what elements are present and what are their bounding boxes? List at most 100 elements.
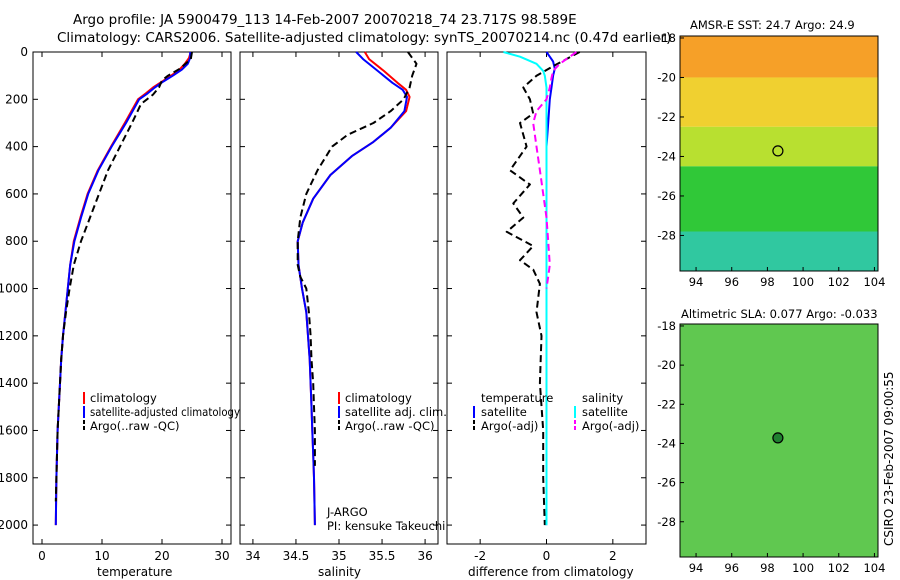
map-x-tick-label: 98 bbox=[760, 275, 775, 289]
sst-map-ticks: 94 96 98 100 102 104 -18 -20 -22 -24 -26 -28 bbox=[657, 31, 885, 289]
y-tick-label: 1600 bbox=[0, 423, 28, 437]
y-tick-label: 600 bbox=[5, 187, 28, 201]
difference-xlabel: difference from climatology bbox=[468, 565, 634, 579]
x-tick-label: 30 bbox=[214, 549, 229, 563]
map-x-tick-label: 102 bbox=[828, 275, 850, 289]
map-y-tick-label: -28 bbox=[657, 515, 676, 529]
x-tick-label: 35.5 bbox=[369, 549, 396, 563]
map-y-tick-label: -24 bbox=[657, 436, 676, 450]
temperature-series bbox=[54, 51, 193, 526]
map-y-tick-label: -26 bbox=[657, 476, 676, 490]
legend-satellite-adj: satellite adj. clim. bbox=[345, 405, 447, 419]
y-tick-label: 200 bbox=[5, 92, 28, 106]
temperature-axes-frame bbox=[32, 51, 232, 545]
map-x-tick-label: 96 bbox=[724, 275, 739, 289]
series-argo-raw-qc bbox=[54, 51, 193, 502]
map-color-band bbox=[680, 166, 878, 232]
sst-argo-location-marker bbox=[772, 145, 784, 157]
legend-argo: Argo(..raw -QC) bbox=[345, 419, 435, 433]
sst-map-title: AMSR-E SST: 24.7 Argo: 24.9 bbox=[690, 18, 855, 32]
annotation-j-argo: J-ARGO bbox=[326, 505, 368, 519]
temperature-xlabel: temperature bbox=[97, 565, 172, 579]
map-y-tick-label: -20 bbox=[657, 358, 676, 372]
map-x-tick-label: 100 bbox=[792, 275, 814, 289]
salinity-axes-frame bbox=[239, 51, 439, 545]
series-temperature-argo-adj bbox=[505, 51, 581, 526]
map-y-tick-label: -26 bbox=[657, 189, 676, 203]
y-tick-label: 1800 bbox=[0, 471, 28, 485]
difference-legend: temperature satellite Argo(-adj) salinit… bbox=[473, 391, 639, 433]
salinity-ticks: 34 34.5 35 35.5 36 bbox=[240, 51, 438, 563]
legend-satellite-adjusted: satellite-adjusted climatology bbox=[90, 405, 240, 419]
series-salinity-argo-adj bbox=[532, 51, 577, 289]
y-tick-label: 400 bbox=[5, 140, 28, 154]
x-tick-label: 34 bbox=[245, 549, 260, 563]
series-satellite-adj-clim bbox=[296, 51, 408, 526]
x-tick-label: 36 bbox=[417, 549, 432, 563]
y-tick-label: 800 bbox=[5, 234, 28, 248]
salinity-xlabel: salinity bbox=[318, 565, 361, 579]
x-tick-label: 2 bbox=[609, 549, 617, 563]
map-x-tick-label: 94 bbox=[689, 561, 704, 575]
map-y-tick-label: -18 bbox=[657, 31, 676, 45]
sla-map-title: Altimetric SLA: 0.077 Argo: -0.033 bbox=[681, 307, 878, 321]
legend-sal-argo: Argo(-adj) bbox=[582, 419, 639, 433]
map-y-tick-label: -22 bbox=[657, 110, 676, 124]
x-tick-label: -2 bbox=[474, 549, 486, 563]
map-x-tick-label: 94 bbox=[689, 275, 704, 289]
sla-map-frame bbox=[679, 323, 879, 558]
legend-climatology: climatology bbox=[345, 391, 412, 405]
series-argo-raw-qc bbox=[296, 51, 418, 466]
annotation-pi: PI: kensuke Takeuchi bbox=[327, 519, 445, 533]
map-color-band bbox=[680, 231, 878, 271]
temperature-panel: 0 10 20 30 0 200 400 600 800 1000 1200 1400 1600 1800… bbox=[0, 45, 240, 579]
difference-panel: -2 0 2 difference from climatology tempera… bbox=[446, 51, 647, 579]
map-y-tick-label: -18 bbox=[657, 319, 676, 333]
sla-map-ticks: 94 96 98 100 102 104 -18 -20 -22 -24 -26 -28 bbox=[657, 319, 885, 575]
y-tick-label: 1200 bbox=[0, 329, 28, 343]
map-x-tick-label: 98 bbox=[760, 561, 775, 575]
map-x-tick-label: 102 bbox=[828, 561, 850, 575]
difference-ticks: -2 0 2 bbox=[447, 51, 646, 563]
difference-series bbox=[503, 51, 581, 526]
salinity-series bbox=[296, 51, 418, 526]
salinity-legend: climatology satellite adj. clim. Argo(..… bbox=[338, 391, 447, 433]
side-label: CSIRO 23-Feb-2007 09:00:55 bbox=[882, 371, 896, 546]
map-x-tick-label: 104 bbox=[863, 561, 885, 575]
y-tick-label: 1000 bbox=[0, 282, 28, 296]
sst-map-image bbox=[680, 36, 878, 271]
map-x-tick-label: 96 bbox=[724, 561, 739, 575]
legend-temp-satellite: satellite bbox=[481, 405, 527, 419]
series-salinity-satellite bbox=[503, 51, 548, 526]
x-tick-label: 10 bbox=[94, 549, 109, 563]
legend-salinity-header: salinity bbox=[582, 391, 623, 405]
map-x-tick-label: 104 bbox=[863, 275, 885, 289]
map-color-band bbox=[680, 36, 878, 78]
map-y-tick-label: -28 bbox=[657, 228, 676, 242]
legend-climatology: climatology bbox=[90, 391, 157, 405]
legend-temp-argo: Argo(-adj) bbox=[481, 419, 538, 433]
legend-temperature-header: temperature bbox=[481, 391, 553, 405]
legend-argo: Argo(..raw -QC) bbox=[90, 419, 180, 433]
x-tick-label: 34.5 bbox=[283, 549, 310, 563]
temperature-legend: climatology satellite-adjusted climatolo… bbox=[83, 391, 240, 433]
x-tick-label: 0 bbox=[543, 549, 551, 563]
map-y-tick-label: -22 bbox=[657, 397, 676, 411]
x-tick-label: 35 bbox=[331, 549, 346, 563]
legend-sal-satellite: satellite bbox=[582, 405, 628, 419]
sla-argo-location-marker bbox=[772, 432, 784, 444]
y-tick-label: 0 bbox=[20, 45, 28, 59]
map-x-tick-label: 100 bbox=[792, 561, 814, 575]
sla-map: Altimetric SLA: 0.077 Argo: -0.033 94 96 9… bbox=[657, 307, 885, 575]
x-tick-label: 20 bbox=[154, 549, 169, 563]
x-tick-label: 0 bbox=[38, 549, 46, 563]
map-color-band bbox=[680, 77, 878, 127]
sst-map: AMSR-E SST: 24.7 Argo: 24.9 94 96 98 100 102… bbox=[657, 18, 885, 289]
map-y-tick-label: -20 bbox=[657, 70, 676, 84]
title-line-1: Argo profile: JA 5900479_113 14-Feb-2007… bbox=[73, 12, 577, 28]
map-y-tick-label: -24 bbox=[657, 149, 676, 163]
temperature-ticks: 0 10 20 30 0 200 400 600 800 1000 1200 1400 1600 1800… bbox=[0, 45, 231, 563]
title-line-2: Climatology: CARS2006. Satellite-adjuste… bbox=[57, 30, 671, 46]
salinity-panel: 34 34.5 35 35.5 36 salinity climatology sate… bbox=[239, 51, 447, 579]
